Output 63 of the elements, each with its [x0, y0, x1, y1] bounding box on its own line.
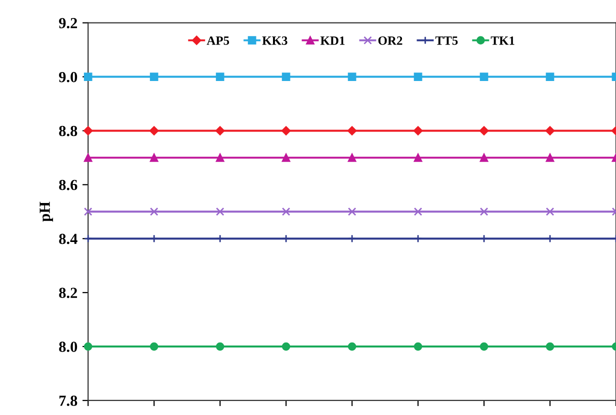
point	[282, 342, 290, 351]
y-axis-title: pH	[40, 202, 54, 222]
point	[546, 207, 554, 216]
point	[348, 154, 356, 162]
point	[84, 234, 92, 243]
point	[282, 154, 290, 162]
y-tick-label: 8.0	[59, 342, 78, 352]
point	[149, 126, 159, 136]
point	[546, 234, 554, 243]
y-tick-label: 9.0	[58, 72, 78, 82]
point	[480, 342, 488, 351]
point	[282, 72, 290, 81]
point	[546, 342, 554, 351]
point	[216, 207, 224, 216]
point	[150, 234, 158, 243]
point	[414, 234, 422, 243]
y-tick-label: 8.8	[59, 126, 78, 136]
point	[216, 154, 224, 162]
legend-label: KK3	[262, 36, 288, 45]
y-tick-label: 9.2	[58, 18, 78, 28]
point	[215, 126, 225, 136]
point	[150, 342, 158, 351]
y-tick-label: 7.8	[59, 396, 78, 406]
point	[150, 154, 158, 162]
point	[545, 126, 555, 136]
y-tick-label: 8.4	[59, 234, 78, 244]
point	[480, 207, 488, 216]
point	[480, 154, 488, 162]
point	[84, 207, 92, 216]
point	[348, 342, 356, 351]
point	[348, 207, 356, 216]
y-tick-label: 8.6	[59, 180, 78, 190]
point	[150, 72, 158, 81]
point	[479, 126, 489, 136]
legend-label: TK1	[490, 36, 514, 45]
legend-label: OR2	[378, 36, 402, 45]
point	[414, 154, 422, 162]
point	[216, 342, 224, 351]
point	[480, 72, 488, 81]
legend-label: TT5	[435, 36, 458, 45]
legend-label: AP5	[206, 36, 230, 45]
point	[348, 72, 356, 81]
point	[282, 207, 290, 216]
point	[413, 126, 423, 136]
point	[347, 126, 357, 136]
point	[84, 154, 92, 162]
point	[216, 234, 224, 243]
point	[414, 72, 422, 81]
point	[281, 126, 291, 136]
point	[414, 342, 422, 351]
point	[546, 72, 554, 81]
legend-label: KD1	[320, 36, 345, 45]
point	[84, 342, 92, 351]
point	[83, 126, 93, 136]
point	[150, 207, 158, 216]
point	[216, 72, 224, 81]
y-tick-label: 8.2	[59, 288, 78, 298]
point	[282, 234, 290, 243]
point	[480, 234, 488, 243]
point	[348, 234, 356, 243]
point	[84, 72, 92, 81]
point	[414, 207, 422, 216]
point	[546, 154, 554, 162]
